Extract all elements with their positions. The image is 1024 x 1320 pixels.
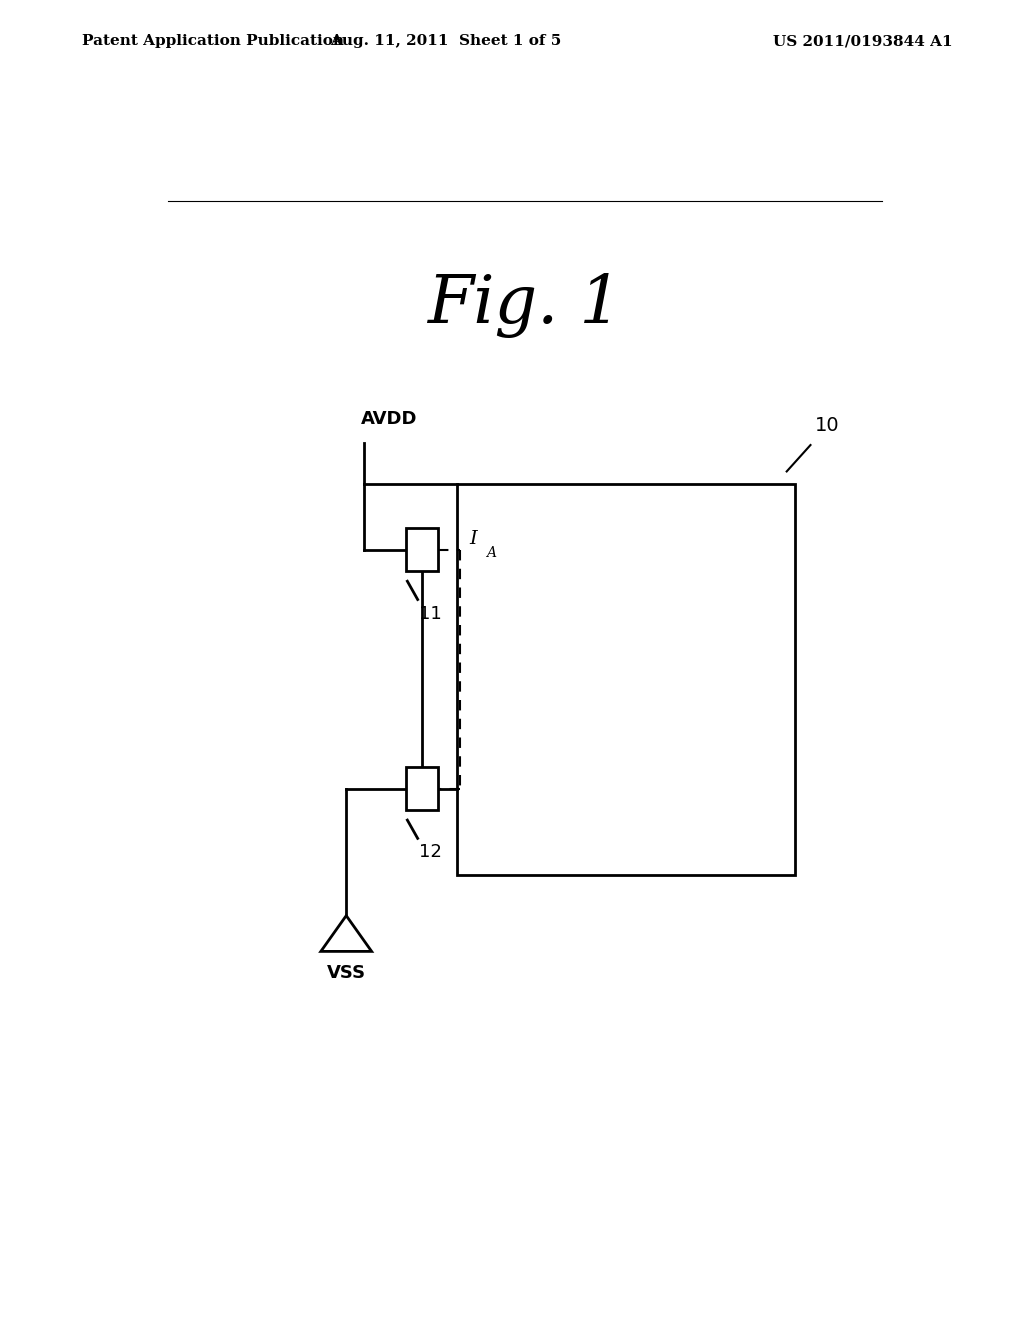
Text: Patent Application Publication: Patent Application Publication [82,34,344,49]
Text: 12: 12 [419,843,442,862]
Text: 11: 11 [419,605,442,623]
Text: A: A [486,546,496,560]
Text: 10: 10 [814,416,839,434]
Text: Aug. 11, 2011  Sheet 1 of 5: Aug. 11, 2011 Sheet 1 of 5 [330,34,561,49]
Text: US 2011/0193844 A1: US 2011/0193844 A1 [773,34,952,49]
Bar [458,483,795,875]
Bar [406,528,437,572]
Text: Fig. 1: Fig. 1 [427,273,623,338]
Text: VSS: VSS [327,964,366,982]
Text: AVDD: AVDD [360,409,417,428]
Bar [406,767,437,810]
Text: I: I [469,529,477,548]
